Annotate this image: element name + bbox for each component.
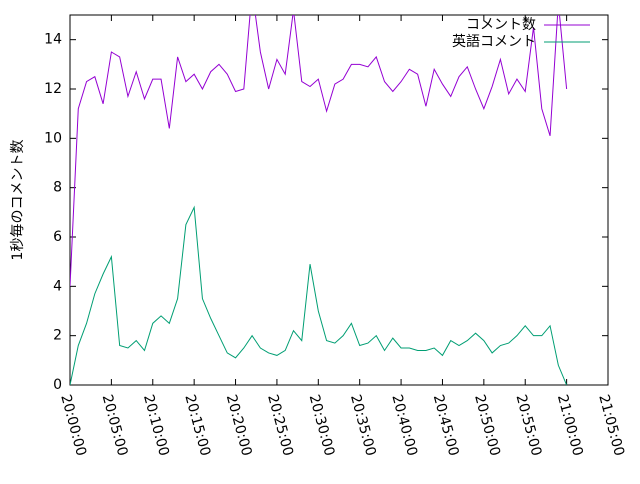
x-tick-label: 20:15:00 [181,393,213,458]
data-line [70,205,568,385]
x-tick-label: 20:55:00 [513,393,545,458]
x-tick-label: 20:40:00 [388,393,420,458]
x-tick-label: 20:00:00 [57,393,89,458]
x-tick-label: 20:30:00 [306,393,338,458]
x-tick-label: 20:35:00 [347,393,379,458]
plot-frame [69,14,609,386]
y-axis-label: 1秒毎のコメント数 [10,140,26,261]
y-tick-label: 10 [44,130,62,146]
y-tick-label: 12 [44,81,62,97]
y-tick-label: 0 [53,377,62,393]
legend-label: 英語コメント [452,33,536,50]
x-tick-label: 20:25:00 [264,393,296,458]
y-tick-label: 6 [53,229,62,245]
y-tick-label: 2 [53,328,62,344]
x-tick-label: 20:05:00 [99,393,131,458]
x-tick-label: 20:10:00 [140,393,172,458]
y-tick-label: 4 [53,278,62,294]
y-tick-label: 14 [44,32,62,48]
x-tick-label: 20:45:00 [430,393,462,458]
x-tick-label: 21:05:00 [595,393,627,458]
legend-label: コメント数 [466,17,536,33]
x-tick-label: 20:50:00 [471,393,503,458]
x-tick-label: 20:20:00 [223,393,255,458]
y-tick-label: 8 [53,180,62,196]
x-tick-label: 21:00:00 [554,393,586,458]
plot-lines [70,15,568,385]
data-line [70,15,568,287]
